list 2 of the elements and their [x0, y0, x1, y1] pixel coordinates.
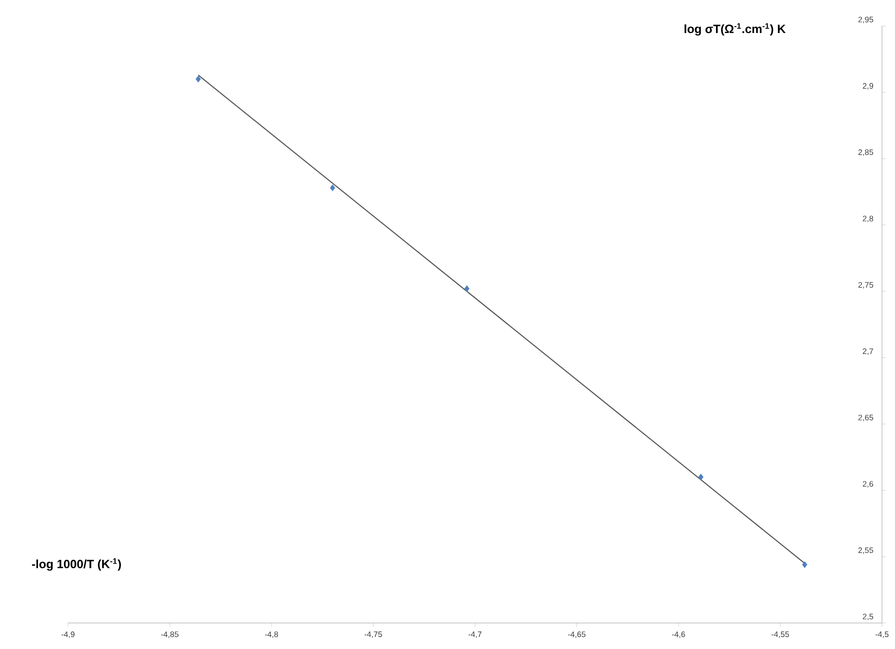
y-axis-title: log σT(Ω$^{-1}$.cm$^{-1}$) K: [684, 23, 786, 36]
x-axis-title: -log 1000/T (K$^{-1}$): [32, 558, 121, 571]
